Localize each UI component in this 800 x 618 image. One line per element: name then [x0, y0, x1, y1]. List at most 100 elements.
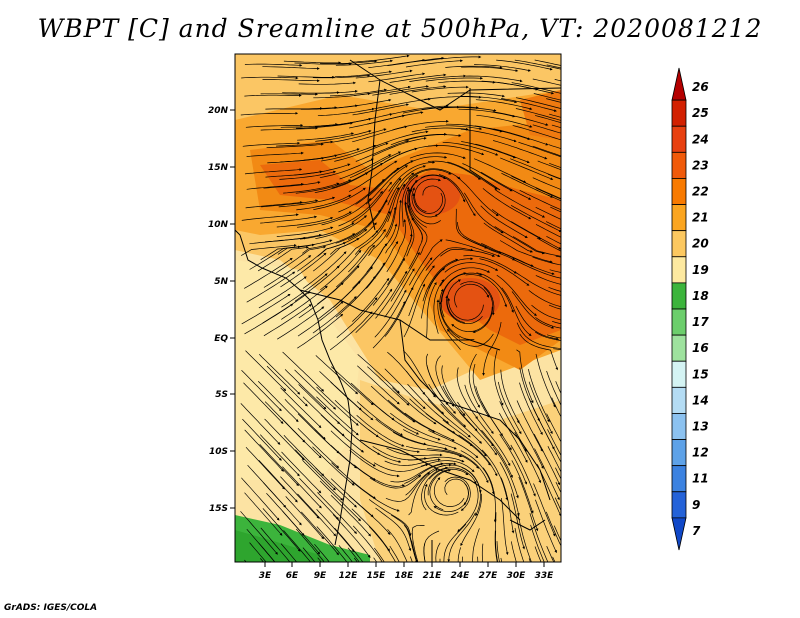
streamline: [407, 383, 449, 424]
streamline: [493, 128, 549, 146]
streamline: [499, 240, 553, 264]
streamline: [262, 79, 320, 83]
streamline: [264, 233, 322, 243]
colorbar-label: 15: [692, 367, 709, 381]
colorbar-label: 9: [692, 498, 700, 512]
streamline: [370, 385, 416, 423]
colorbar-cell: [671, 413, 687, 440]
streamline: [511, 175, 561, 200]
streamline: [510, 541, 517, 562]
streamline: [551, 397, 561, 418]
colorbar-label: 17: [692, 315, 709, 329]
streamline: [385, 472, 431, 502]
streamline: [519, 382, 543, 436]
streamline: [332, 266, 373, 308]
streamline: [258, 276, 307, 309]
streamline: [352, 277, 390, 322]
streamline: [296, 194, 352, 211]
streamline: [438, 80, 496, 84]
streamline: [548, 304, 561, 310]
colorbar-cell: [671, 256, 687, 284]
streamline: [330, 381, 374, 421]
streamline: [372, 301, 406, 349]
streamline: [550, 206, 561, 213]
map-title: WBPT [C] and Sreamline at 500hPa, VT: 20…: [37, 14, 763, 43]
streamline: [472, 287, 494, 334]
streamline: [353, 464, 406, 487]
streamline: [297, 428, 340, 469]
streamline: [403, 524, 418, 562]
streamline: [528, 381, 553, 435]
streamline: [368, 429, 420, 454]
streamline: [495, 530, 499, 562]
streamline: [387, 529, 408, 562]
streamline: [260, 92, 319, 96]
lat-tick-label: 5N: [214, 277, 228, 287]
lat-tick-label: EQ: [214, 334, 228, 344]
streamline: [331, 462, 376, 499]
lon-tick-label: 15E: [367, 571, 387, 581]
streamline: [276, 216, 334, 228]
map-frame: [234, 53, 562, 563]
streamline: [409, 188, 441, 225]
streamline: [534, 546, 542, 562]
streamline: [263, 304, 312, 337]
streamline: [447, 428, 491, 466]
streamline: [368, 72, 426, 83]
streamline: [433, 482, 469, 512]
colorbar-label: 7: [692, 524, 701, 538]
colorbar-cell: [671, 517, 687, 551]
streamline: [473, 158, 527, 183]
streamline: [530, 524, 545, 562]
streamline: [425, 125, 483, 131]
streamline: [499, 462, 520, 517]
streamline: [440, 403, 483, 444]
streamline: [294, 369, 337, 410]
streamline: [244, 429, 284, 472]
lat-tick-label: 10N: [208, 220, 229, 230]
streamline: [511, 221, 561, 250]
streamline: [426, 281, 437, 338]
streamline: [554, 497, 561, 512]
streamline: [276, 245, 327, 274]
streamline: [386, 183, 406, 238]
colorbar-label: 12: [692, 446, 709, 460]
streamline: [355, 139, 410, 162]
streamline: [500, 157, 554, 180]
streamline: [266, 365, 308, 407]
streamline: [329, 311, 373, 351]
streamline: [516, 400, 543, 452]
streamline: [294, 265, 340, 302]
streamline: [373, 130, 429, 148]
streamline: [259, 354, 301, 395]
streamline: [411, 540, 418, 562]
streamline: [447, 161, 498, 190]
streamline: [532, 177, 561, 190]
streamline: [426, 365, 456, 414]
streamline: [555, 481, 561, 494]
streamline: [514, 528, 525, 562]
streamline: [366, 223, 398, 273]
streamline: [462, 236, 516, 261]
colorbar-cell: [671, 67, 687, 101]
lon-tick-label: 27E: [479, 571, 499, 581]
streamline: [497, 82, 555, 95]
streamline: [535, 187, 561, 200]
streamline: [282, 466, 322, 509]
streamline: [427, 145, 485, 156]
streamline: [367, 111, 424, 125]
streamline: [280, 106, 338, 110]
streamline: [426, 447, 480, 469]
lon-tick-label: 9E: [314, 571, 327, 581]
streamline: [334, 527, 364, 562]
streamline: [262, 291, 311, 324]
colorbar-cell: [671, 439, 687, 467]
streamline: [442, 385, 478, 432]
streamline: [403, 429, 457, 450]
streamline: [460, 450, 495, 495]
streamline: [321, 198, 372, 226]
streamline: [445, 239, 501, 258]
streamline: [533, 93, 561, 101]
streamline: [441, 365, 466, 417]
streamline: [303, 148, 360, 161]
